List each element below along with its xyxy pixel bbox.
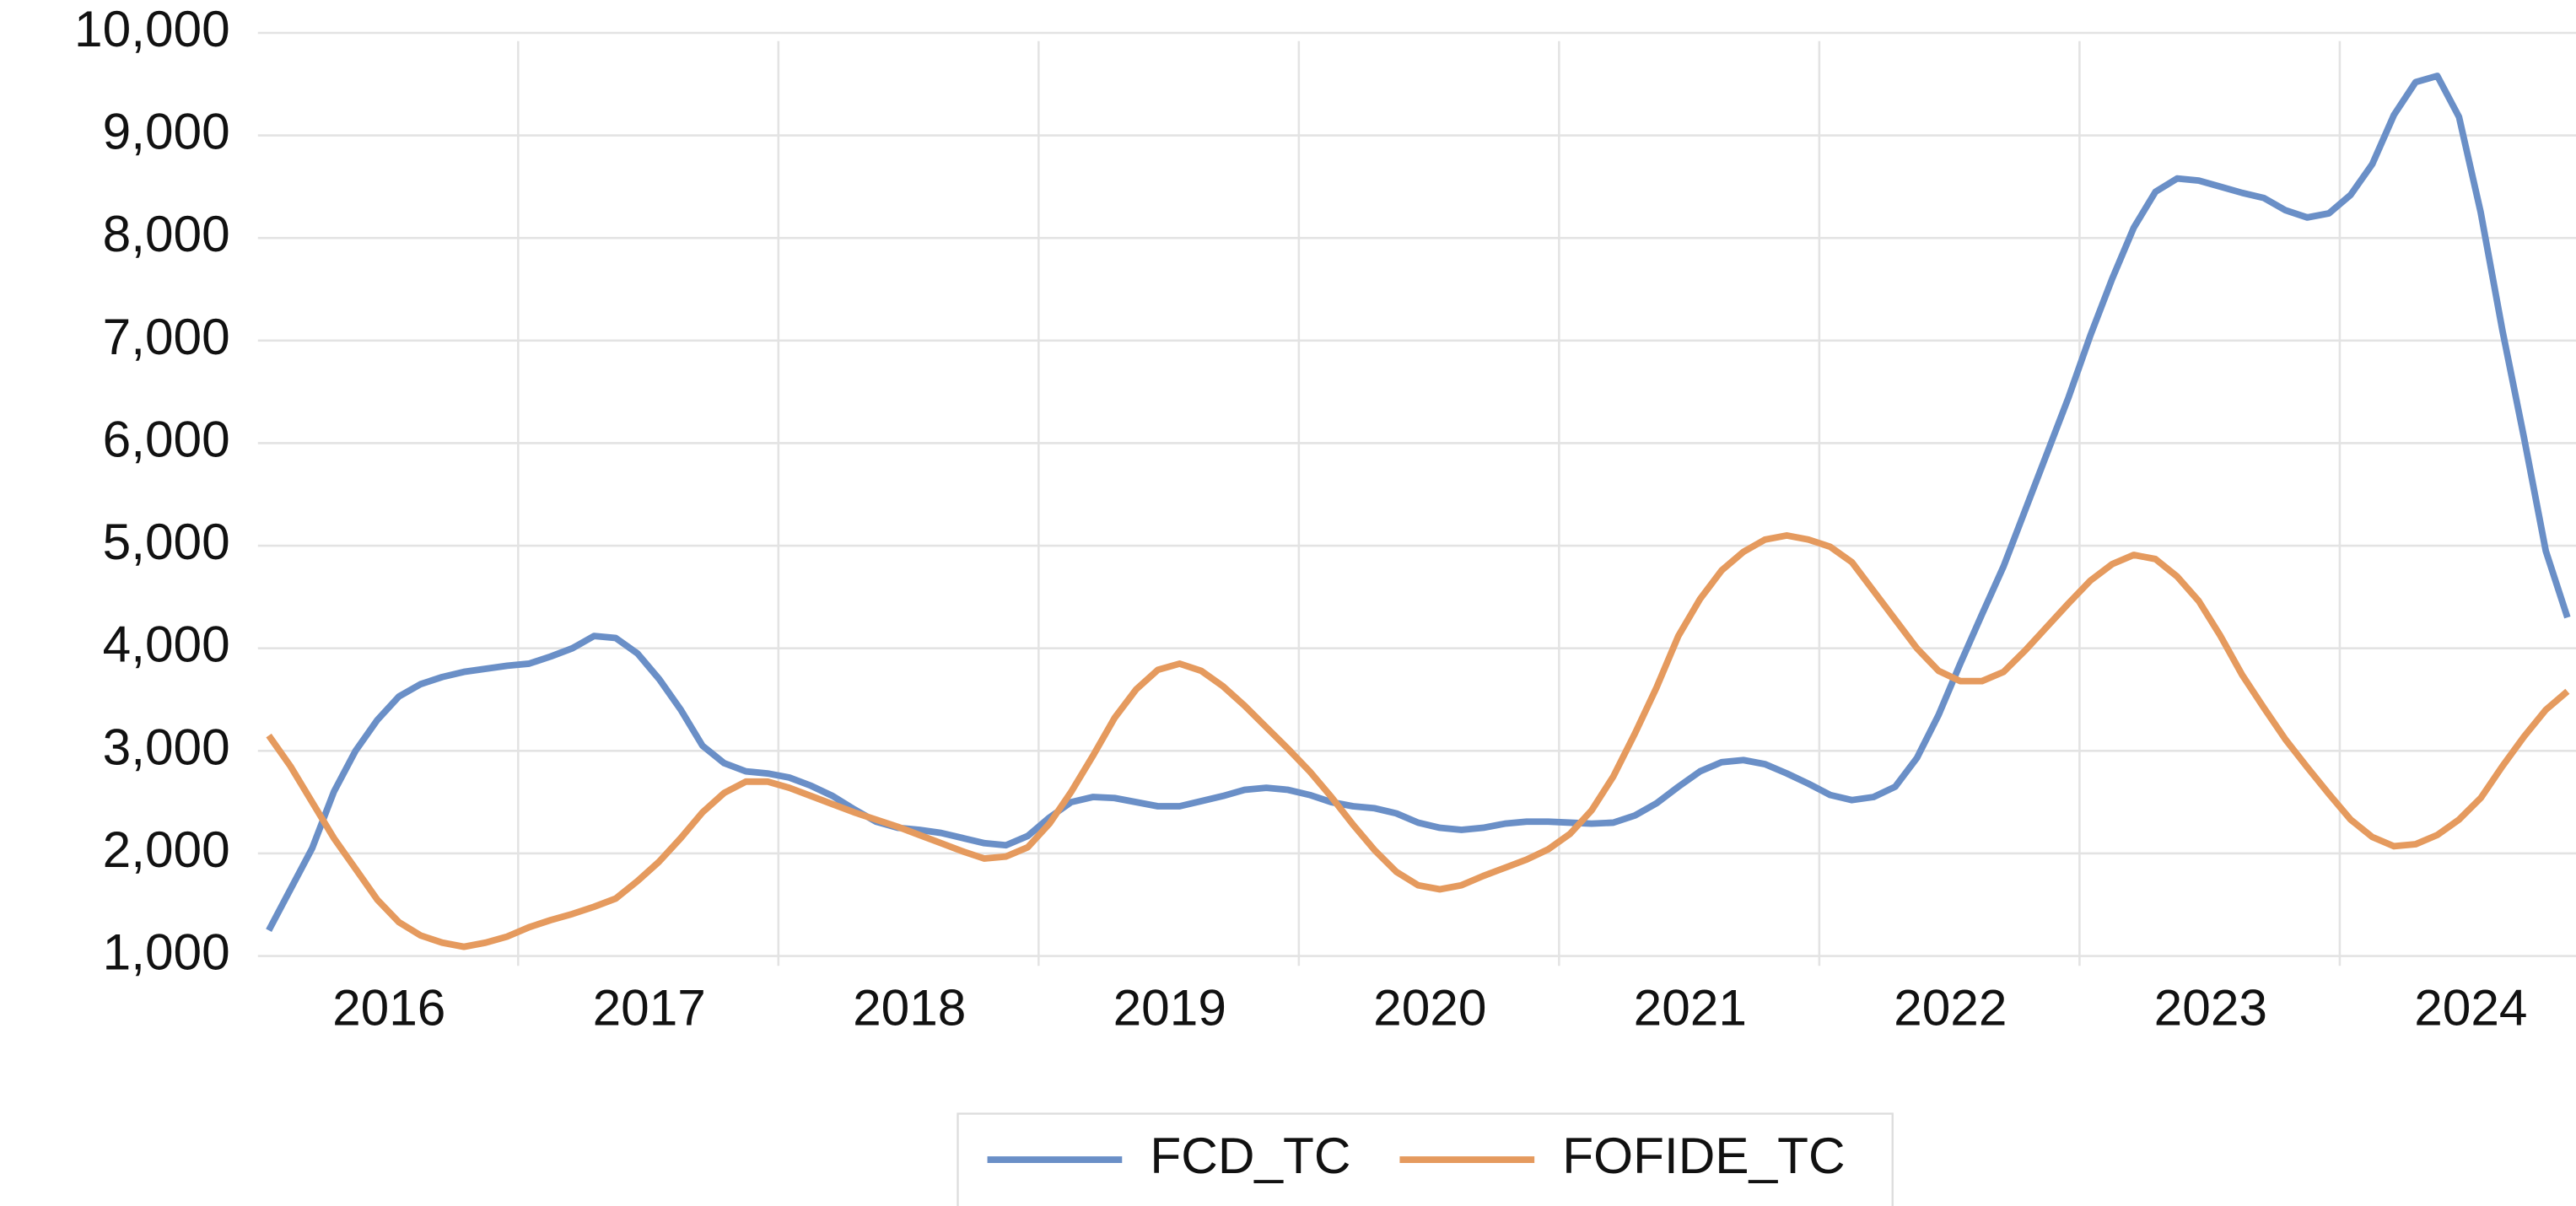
series-line — [266, 73, 2571, 932]
x-tick-label: 2017 — [593, 979, 706, 1036]
y-tick-label: 4,000 — [103, 616, 230, 673]
y-tick-label: 5,000 — [103, 513, 230, 570]
y-tick-label: 9,000 — [103, 103, 230, 160]
x-tick-label: 2023 — [2154, 979, 2267, 1036]
y-tick-label: 1,000 — [103, 923, 230, 981]
y-tick-label: 7,000 — [103, 308, 230, 365]
x-tick-label: 2016 — [332, 979, 445, 1036]
series-line — [266, 532, 2570, 950]
legend-label: FCD_TC — [1150, 1127, 1350, 1184]
x-tick-label: 2021 — [1634, 979, 1747, 1036]
x-tick-label: 2024 — [2414, 979, 2527, 1036]
x-tick-label: 2019 — [1113, 979, 1226, 1036]
y-tick-label: 8,000 — [103, 205, 230, 262]
x-tick-label: 2022 — [1894, 979, 2007, 1036]
y-tick-label: 6,000 — [103, 410, 230, 467]
y-tick-label: 3,000 — [103, 718, 230, 775]
legend-label: FOFIDE_TC — [1562, 1127, 1845, 1184]
x-tick-label: 2020 — [1373, 979, 1486, 1036]
y-tick-label: 2,000 — [103, 821, 230, 878]
x-tick-label: 2018 — [853, 979, 966, 1036]
y-tick-label: 10,000 — [74, 0, 230, 57]
